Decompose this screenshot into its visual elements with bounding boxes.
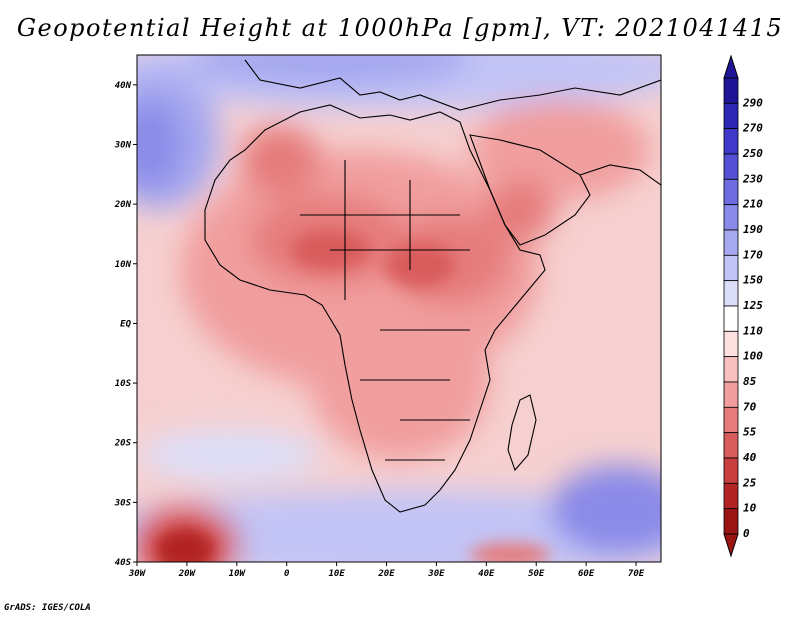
colorbar-label: 250 — [742, 147, 763, 160]
colorbar-label: 230 — [742, 172, 763, 185]
colorbar-swatch — [723, 204, 739, 231]
map-title: Geopotential Height at 1000hPa [gpm], VT… — [16, 14, 784, 42]
colorbar-label: 0 — [743, 527, 750, 540]
colorbar-label: 125 — [743, 299, 763, 312]
colorbar-swatch — [723, 508, 739, 535]
colorbar-label: 70 — [743, 400, 757, 413]
colorbar-swatch — [723, 254, 739, 282]
software-credit: GrADS: IGES/COLA — [4, 603, 91, 613]
colorbar-label: 190 — [743, 223, 763, 236]
colorbar-swatch — [723, 482, 739, 510]
colorbar-swatch — [723, 457, 739, 484]
lat-tick-label: 10S — [115, 379, 132, 389]
colorbar-label: 85 — [743, 375, 757, 388]
colorbar-bottom-arrow — [723, 533, 739, 558]
colorbar-top-arrow — [723, 54, 739, 79]
lat-tick-label: 40S — [115, 558, 132, 568]
colorbar-label: 270 — [742, 122, 763, 135]
colorbar-swatch — [723, 128, 739, 155]
colorbar-swatch — [723, 305, 739, 332]
colorbar-label: 150 — [743, 274, 763, 287]
colorbar-label: 290 — [742, 96, 763, 109]
colorbar-label: 170 — [743, 248, 763, 261]
colorbar-label: 40 — [743, 451, 757, 464]
lat-tick-label: 40N — [115, 81, 132, 91]
lon-tick-label: 50E — [528, 569, 545, 579]
colorbar-swatch — [723, 153, 739, 180]
colorbar-swatch — [723, 280, 739, 307]
lat-tick-label: 20N — [114, 200, 132, 210]
longitude-axis: 30W 20W 10W 0 10E 20E 30E 40E 50E 60E 70E — [128, 562, 645, 579]
colorbar: 2902702502302101901701501251101008570554… — [723, 54, 763, 558]
colorbar-swatch — [723, 406, 739, 434]
map-field — [137, 55, 661, 562]
colorbar-swatch — [723, 432, 739, 459]
colorbar-swatch — [723, 330, 739, 358]
lat-tick-label: 30N — [114, 140, 132, 150]
lat-tick-label: 30S — [114, 498, 132, 508]
colorbar-label: 25 — [742, 476, 757, 489]
lat-tick-label: 10N — [115, 260, 132, 270]
lon-tick-label: 0 — [284, 569, 290, 579]
lon-tick-label: 40E — [478, 569, 495, 579]
lon-tick-label: 10E — [328, 569, 345, 579]
lon-tick-label: 60E — [578, 569, 595, 579]
lon-tick-label: 20W — [178, 569, 197, 579]
colorbar-swatch — [723, 102, 739, 130]
colorbar-label: 10 — [743, 502, 757, 515]
map-frame — [136, 54, 662, 563]
colorbar-label: 100 — [743, 350, 763, 363]
colorbar-swatch — [723, 178, 739, 206]
lat-tick-label: 20S — [114, 439, 132, 449]
colorbar-label: 55 — [743, 426, 757, 439]
lon-tick-label: 10W — [229, 569, 247, 579]
colorbar-swatch — [723, 381, 739, 408]
lon-tick-label: 20E — [377, 569, 395, 579]
lon-tick-label: 30E — [427, 569, 445, 579]
colorbar-swatch — [723, 77, 739, 104]
lon-tick-label: 30W — [128, 569, 147, 579]
latitude-axis: 40N 30N 20N 10N EQ 10S 20S 30S 40S — [114, 81, 137, 568]
colorbar-swatch — [723, 356, 739, 383]
colorbar-label: 110 — [743, 324, 763, 337]
colorbar-label: 210 — [742, 198, 763, 211]
coastline-outline — [204, 59, 661, 513]
lat-tick-label: EQ — [120, 319, 131, 329]
lon-tick-label: 70E — [628, 569, 645, 579]
colorbar-swatch — [723, 229, 739, 256]
